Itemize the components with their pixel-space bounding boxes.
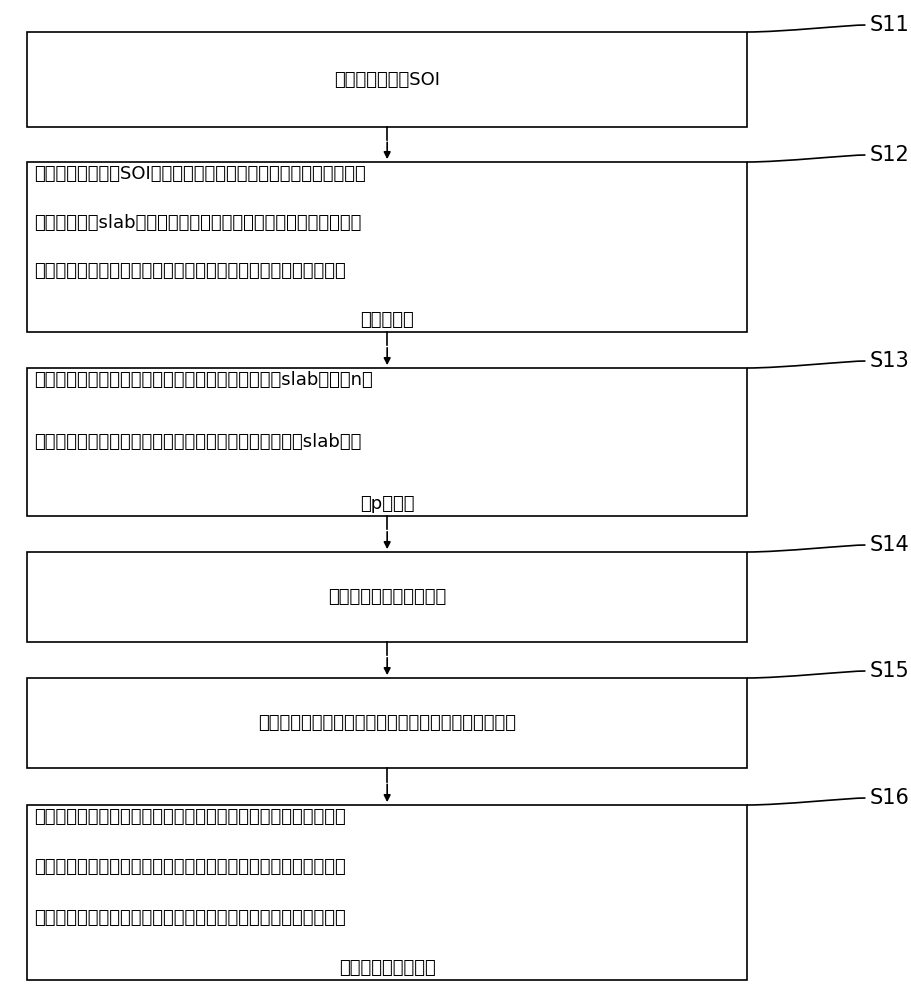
Text: 通过大功率激光器辐射所述二氧化硅的表面；其中，所述大功率激: 通过大功率激光器辐射所述二氧化硅的表面；其中，所述大功率激 <box>35 808 346 826</box>
Text: 在所述非晶硅和所述脊型硅波导层上沉积一层二氧化硅: 在所述非晶硅和所述脊型硅波导层上沉积一层二氧化硅 <box>258 714 517 732</box>
Text: S14: S14 <box>870 535 910 555</box>
Text: S15: S15 <box>870 661 910 681</box>
Text: S12: S12 <box>870 145 910 165</box>
Bar <box>27 368 747 516</box>
Text: S11: S11 <box>870 15 910 35</box>
Text: 掺杂，所述第二单晶硅层和所述第二单晶硅层旁边的第二slab层进: 掺杂，所述第二单晶硅层和所述第二单晶硅层旁边的第二slab层进 <box>35 433 362 451</box>
Text: 行p型掺杂: 行p型掺杂 <box>360 495 415 513</box>
Bar <box>27 552 747 642</box>
Text: S13: S13 <box>870 351 910 371</box>
Bar <box>27 162 747 332</box>
Text: 波导层两侧的slab层；其中，所述脊型硅波导层包括第一单晶硅层: 波导层两侧的slab层；其中，所述脊型硅波导层包括第一单晶硅层 <box>35 214 362 232</box>
Text: 提供作为衬底的SOI: 提供作为衬底的SOI <box>334 70 440 89</box>
Text: 以及第二单晶硅层，所述第一单晶硅层与所述第二单晶硅层之间形: 以及第二单晶硅层，所述第一单晶硅层与所述第二单晶硅层之间形 <box>35 262 346 280</box>
Bar <box>27 805 747 980</box>
Text: S16: S16 <box>870 788 910 808</box>
Text: 在所述通道内淀积非晶硅: 在所述通道内淀积非晶硅 <box>328 588 446 606</box>
Bar <box>27 32 747 127</box>
Bar <box>27 678 747 768</box>
Text: 通过光刻，在所述SOI硅层刻蚀出脊型硅波导层以及位于所述脊型硅: 通过光刻，在所述SOI硅层刻蚀出脊型硅波导层以及位于所述脊型硅 <box>35 165 366 183</box>
Text: 述非晶硅退火生成第三单晶硅层，并且使得所述脊型硅波导层在横: 述非晶硅退火生成第三单晶硅层，并且使得所述脊型硅波导层在横 <box>35 909 346 927</box>
Text: 成有一通道: 成有一通道 <box>360 311 415 329</box>
Text: 向的轴线产生拉应力: 向的轴线产生拉应力 <box>339 959 435 977</box>
Text: 在所述第一单晶硅层和所述第一单晶硅层旁边的第一slab层进行n型: 在所述第一单晶硅层和所述第一单晶硅层旁边的第一slab层进行n型 <box>35 371 374 389</box>
Text: 光器辐射的激光透过所述二氧化硅的表面照射至所述非晶硅，使所: 光器辐射的激光透过所述二氧化硅的表面照射至所述非晶硅，使所 <box>35 858 346 876</box>
